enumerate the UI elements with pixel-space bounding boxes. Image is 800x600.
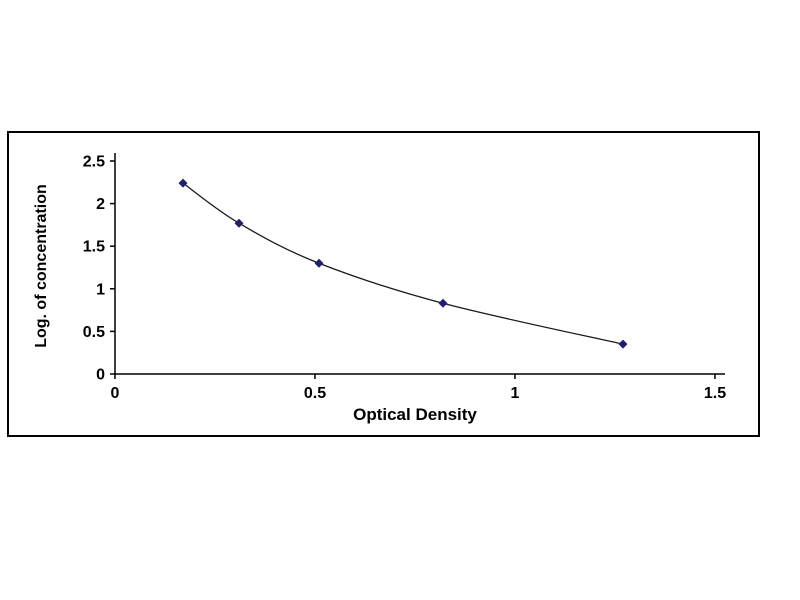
x-tick-label: 1.5 xyxy=(704,385,726,402)
data-point-marker xyxy=(314,258,324,268)
y-axis-title: Log. of concentration xyxy=(33,184,50,348)
standard-curve-chart: 0 0.5 1 1.5 0 0.5 1 1.5 2 2.5 Optical Density Log… xyxy=(7,131,760,437)
x-axis-title: Optical Density xyxy=(353,405,477,424)
data-point-marker xyxy=(234,218,244,228)
curve-line xyxy=(182,182,624,345)
x-tick-label: 1 xyxy=(511,385,520,402)
data-point-marker xyxy=(438,298,448,308)
y-tick-label: 1.5 xyxy=(83,239,105,256)
data-point-marker xyxy=(178,178,188,188)
y-tick-label: 2 xyxy=(96,196,105,213)
plot-area: 0 0.5 1 1.5 0 0.5 1 1.5 2 2.5 xyxy=(83,153,726,402)
y-tick-label: 1 xyxy=(96,281,105,298)
y-tick-label: 0 xyxy=(96,367,105,384)
data-point-marker xyxy=(618,339,628,349)
y-tick-label: 0.5 xyxy=(83,324,105,341)
x-tick-label: 0.5 xyxy=(304,385,326,402)
y-tick-label: 2.5 xyxy=(83,154,105,171)
x-tick-label: 0 xyxy=(111,385,120,402)
